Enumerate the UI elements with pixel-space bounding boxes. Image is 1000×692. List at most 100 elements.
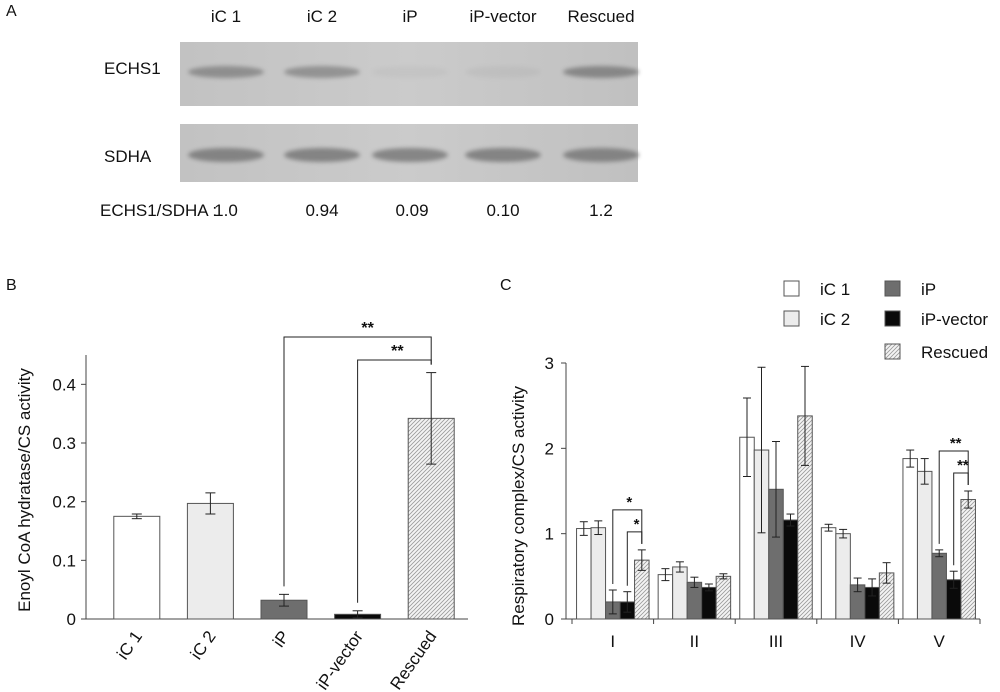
echs1-band-rescued <box>563 66 639 78</box>
panel-c-significance-bracket: ** <box>938 435 969 544</box>
panel-b-label: B <box>6 277 17 294</box>
panel-c-significance-label: * <box>626 494 632 511</box>
panel-c-error-bar-ip-vector-iv <box>868 578 877 597</box>
legend-label-ip-vector: iP-vector <box>921 310 988 329</box>
ratio-ic1: 1.0 <box>214 201 238 220</box>
panel-c-error-bar-rescued-v <box>964 490 973 509</box>
panel-c-y-tick-label: 1 <box>545 525 554 544</box>
panel-c-error-bar-rescued-iv <box>882 562 891 584</box>
panel-c-bar-ip-v <box>931 552 947 620</box>
panel-c-x-tick-label-v: V <box>934 632 946 651</box>
panel-c-y-axis-title: Respiratory complex/CS activity <box>509 386 528 626</box>
sdha-band-ip <box>372 148 448 162</box>
lane-labels: iC 1 iC 2 iP iP-vector Rescued <box>211 7 635 26</box>
panel-c-error-bar-ic-1-iii <box>743 397 751 477</box>
panel-c-significance-label: * <box>634 516 640 533</box>
panel-c-bar-ip-vector-iii <box>782 519 799 620</box>
panel-c-x-tick-label-i: I <box>610 632 615 651</box>
panel-c-error-bar-ic-2-iii <box>757 366 766 534</box>
panel-c-x-tick-label-iii: III <box>769 632 783 651</box>
echs1-band-ip <box>372 66 448 78</box>
lane-label-ic1: iC 1 <box>211 7 241 26</box>
panel-c-bar-ic-1-ii <box>657 574 674 620</box>
panel-c-bar-ic-2-v <box>916 470 933 620</box>
panel-c-error-bar-ic-1-i <box>579 521 588 536</box>
sdha-band-ic-2 <box>284 148 360 162</box>
panel-c-error-bar-ip-ii <box>690 576 699 588</box>
panel-c-error-bar-ic-1-v <box>906 449 915 468</box>
ratio-label: ECHS1/SDHA : <box>100 201 217 220</box>
panel-c-significance-bracket: * <box>612 494 643 584</box>
sdha-bands <box>188 148 639 162</box>
echs1-band-ip-vector <box>465 66 541 78</box>
panel-c-legend: iC 1 iC 2 iP iP-vector Rescued <box>783 280 988 362</box>
legend-swatch-ic-1 <box>783 280 800 297</box>
legend-item-ic-1: iC 1 <box>783 280 850 299</box>
panel-c-bar-rescued-v <box>960 499 976 620</box>
panel-b-x-tick-label-rescued: Rescued <box>386 627 440 692</box>
panel-c-significance-label: ** <box>950 435 962 452</box>
ratio-ip: 0.09 <box>395 201 428 220</box>
panel-b-plot-area: 0 0.1 0.2 0.3 0.4 iC 1 iC 2 iP iP-vector Rescued *… <box>52 320 468 692</box>
legend-label-ic-1: iC 1 <box>820 280 850 299</box>
legend-swatch-ic-2 <box>783 310 800 327</box>
legend-item-ic-2: iC 2 <box>783 310 850 329</box>
panel-b: B Enoyl CoA hydratase/CS activity 0 0.1 0.… <box>6 277 468 692</box>
panel-b-y-tick-label: 0.3 <box>52 434 76 453</box>
panel-c-significance-bracket: * <box>626 516 643 586</box>
panel-b-error-bar-ic-2 <box>205 492 216 515</box>
panel-c-bar-ic-1-iv <box>820 527 837 620</box>
panel-c-x-tick-label-ii: II <box>690 632 699 651</box>
panel-c-error-bar-rescued-iii <box>801 365 809 466</box>
panel-c-bar-ic-2-ii <box>672 566 688 620</box>
panel-c-error-bar-ic-2-iv <box>839 528 848 539</box>
panel-c-error-bar-ic-2-v <box>920 458 929 485</box>
lane-label-ip-vector: iP-vector <box>469 7 536 26</box>
panel-c-bar-ic-2-i <box>590 527 607 620</box>
panel-b-significance-bracket: ** <box>357 343 432 603</box>
blot-label-echs1: ECHS1 <box>104 59 161 78</box>
panel-c-error-bar-ic-2-ii <box>675 561 684 573</box>
sdha-band-ic-1 <box>188 148 264 162</box>
panel-b-bar-ic-2 <box>186 502 234 620</box>
panel-c-significance-bracket: ** <box>953 457 969 566</box>
panel-c-bar-ic-1-v <box>902 458 918 620</box>
panel-c-error-bar-rescued-i <box>637 549 646 571</box>
sdha-band-ip-vector <box>465 148 541 162</box>
panel-b-x-tick-label-ip-vector: iP-vector <box>313 627 367 692</box>
panel-a-label: A <box>6 3 17 20</box>
panel-c-error-bar-ip-iv <box>853 577 862 593</box>
echs1-bands <box>188 66 639 78</box>
legend-swatch-rescued <box>884 343 901 360</box>
panel-b-x-tick-label-ic-2: iC 2 <box>187 627 220 663</box>
sdha-band-rescued <box>563 148 639 162</box>
panel-c-error-bar-ip-vector-ii <box>704 583 713 592</box>
legend-swatch-ip-vector <box>884 310 901 327</box>
panel-b-significance-bracket: ** <box>283 320 432 587</box>
panel-c-y-tick-label: 2 <box>545 439 554 458</box>
lane-label-ip: iP <box>402 7 417 26</box>
panel-c-x-tick-label-iv: IV <box>850 632 867 651</box>
panel-b-error-bar-ip-vector <box>352 610 363 619</box>
panel-b-y-tick-label: 0 <box>67 610 76 629</box>
echs1-band-ic-2 <box>284 66 360 78</box>
panel-c-error-bar-ip-vector-iii <box>786 513 795 527</box>
panel-c-significance-label: ** <box>957 457 969 474</box>
legend-label-rescued: Rescued <box>921 343 988 362</box>
legend-label-ip: iP <box>921 280 936 299</box>
legend-item-ip: iP <box>884 280 936 299</box>
legend-item-rescued: Rescued <box>884 343 988 362</box>
ratio-ic2: 0.94 <box>305 201 338 220</box>
panel-c-error-bar-ic-1-iv <box>824 523 833 532</box>
panel-c-error-bar-ic-2-i <box>594 520 603 536</box>
ratio-ip-vector: 0.10 <box>486 201 519 220</box>
legend-item-ip-vector: iP-vector <box>884 310 988 329</box>
legend-label-ic-2: iC 2 <box>820 310 850 329</box>
panel-c-bar-ic-1-i <box>576 528 592 620</box>
panel-b-significance-label: ** <box>361 320 374 337</box>
panel-c-error-bar-ip-iii <box>772 441 780 538</box>
panel-c-error-bar-ip-i <box>608 589 617 615</box>
echs1-band-ic-1 <box>188 66 264 78</box>
